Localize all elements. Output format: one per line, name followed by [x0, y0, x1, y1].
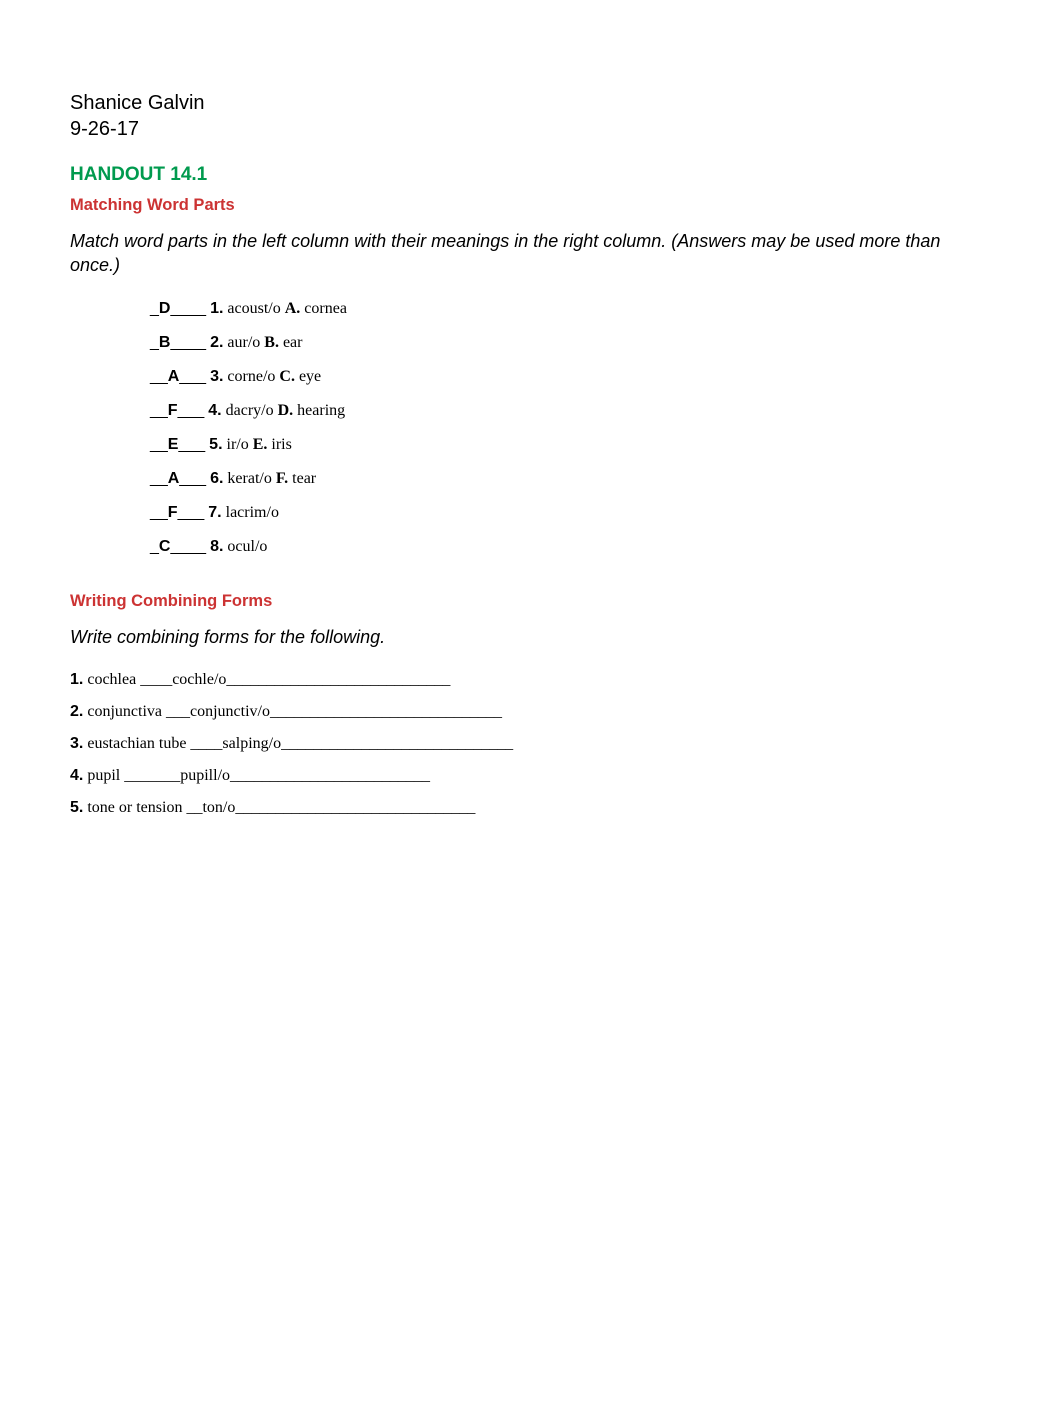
row-number: 1. [70, 671, 83, 688]
matching-row: __F___ 7. lacrim/o [150, 504, 992, 522]
option-text: eye [299, 368, 321, 385]
row-number: 5. [209, 436, 222, 453]
row-text: tone or tension __ton/o_________________… [87, 799, 475, 816]
blank-suffix: ___ [179, 368, 206, 385]
student-date: 9-26-17 [70, 116, 992, 142]
option-letter: E. [253, 436, 268, 453]
option-text: ear [283, 334, 303, 351]
student-name: Shanice Galvin [70, 90, 992, 116]
row-number: 3. [70, 735, 83, 752]
row-text: eustachian tube ____salping/o___________… [87, 735, 513, 752]
matching-instructions: Match word parts in the left column with… [70, 229, 992, 278]
row-term: aur/o [227, 334, 260, 351]
row-text: pupil _______pupill/o___________________… [87, 767, 430, 784]
blank-suffix: ____ [170, 334, 206, 351]
combining-row: 4. pupil _______pupill/o________________… [70, 767, 992, 785]
matching-row: __F___ 4. dacry/o D. hearing [150, 402, 992, 420]
answer-letter: A [168, 470, 180, 487]
blank-prefix: __ [150, 368, 168, 385]
row-number: 7. [208, 504, 221, 521]
blank-suffix: ___ [178, 402, 205, 419]
option-letter: F. [276, 470, 288, 487]
option-letter: B. [264, 334, 279, 351]
blank-prefix: __ [150, 402, 168, 419]
blank-suffix: ____ [170, 538, 206, 555]
row-text: cochlea ____cochle/o____________________… [87, 671, 450, 688]
blank-suffix: ____ [170, 300, 206, 317]
blank-suffix: ___ [179, 470, 206, 487]
row-text: conjunctiva ___conjunctiv/o_____________… [87, 703, 502, 720]
blank-prefix: _ [150, 538, 159, 555]
section-heading-writing: Writing Combining Forms [70, 592, 992, 611]
option-text: cornea [304, 300, 347, 317]
row-number: 1. [210, 300, 223, 317]
row-term: kerat/o [227, 470, 271, 487]
matching-row: __A___ 3. corne/o C. eye [150, 368, 992, 386]
row-number: 5. [70, 799, 83, 816]
answer-letter: B [159, 334, 171, 351]
blank-prefix: __ [150, 470, 168, 487]
matching-row: _C____ 8. ocul/o [150, 538, 992, 556]
option-text: iris [271, 436, 291, 453]
row-number: 3. [210, 368, 223, 385]
combining-row: 5. tone or tension __ton/o______________… [70, 799, 992, 817]
row-number: 2. [210, 334, 223, 351]
answer-letter: A [168, 368, 180, 385]
writing-instructions: Write combining forms for the following. [70, 625, 992, 649]
matching-row: __E___ 5. ir/o E. iris [150, 436, 992, 454]
matching-row: _D____ 1. acoust/o A. cornea [150, 300, 992, 318]
worksheet-page: Shanice Galvin 9-26-17 HANDOUT 14.1 Matc… [0, 0, 1062, 1420]
row-term: acoust/o [227, 300, 280, 317]
blank-prefix: _ [150, 334, 159, 351]
blank-prefix: __ [150, 504, 168, 521]
row-term: ir/o [227, 436, 249, 453]
row-number: 2. [70, 703, 83, 720]
row-term: dacry/o [226, 402, 274, 419]
option-text: hearing [297, 402, 345, 419]
blank-prefix: __ [150, 436, 168, 453]
row-number: 4. [70, 767, 83, 784]
option-letter: C. [279, 368, 295, 385]
answer-letter: C [159, 538, 171, 555]
row-term: lacrim/o [226, 504, 279, 521]
option-letter: D. [278, 402, 294, 419]
row-number: 8. [210, 538, 223, 555]
matching-list: _D____ 1. acoust/o A. cornea _B____ 2. a… [150, 300, 992, 556]
row-term: corne/o [227, 368, 275, 385]
answer-letter: D [159, 300, 171, 317]
handout-title: HANDOUT 14.1 [70, 164, 992, 186]
combining-row: 3. eustachian tube ____salping/o________… [70, 735, 992, 753]
row-term: ocul/o [227, 538, 267, 555]
combining-row: 2. conjunctiva ___conjunctiv/o__________… [70, 703, 992, 721]
answer-letter: F [168, 402, 178, 419]
combining-list: 1. cochlea ____cochle/o_________________… [70, 671, 992, 817]
answer-letter: F [168, 504, 178, 521]
blank-suffix: ___ [178, 504, 205, 521]
option-text: tear [292, 470, 316, 487]
combining-row: 1. cochlea ____cochle/o_________________… [70, 671, 992, 689]
matching-row: _B____ 2. aur/o B. ear [150, 334, 992, 352]
row-number: 4. [208, 402, 221, 419]
row-number: 6. [210, 470, 223, 487]
matching-row: __A___ 6. kerat/o F. tear [150, 470, 992, 488]
blank-suffix: ___ [178, 436, 205, 453]
option-letter: A. [285, 300, 301, 317]
writing-section: Writing Combining Forms Write combining … [70, 592, 992, 817]
section-heading-matching: Matching Word Parts [70, 196, 992, 215]
blank-prefix: _ [150, 300, 159, 317]
answer-letter: E [168, 436, 179, 453]
